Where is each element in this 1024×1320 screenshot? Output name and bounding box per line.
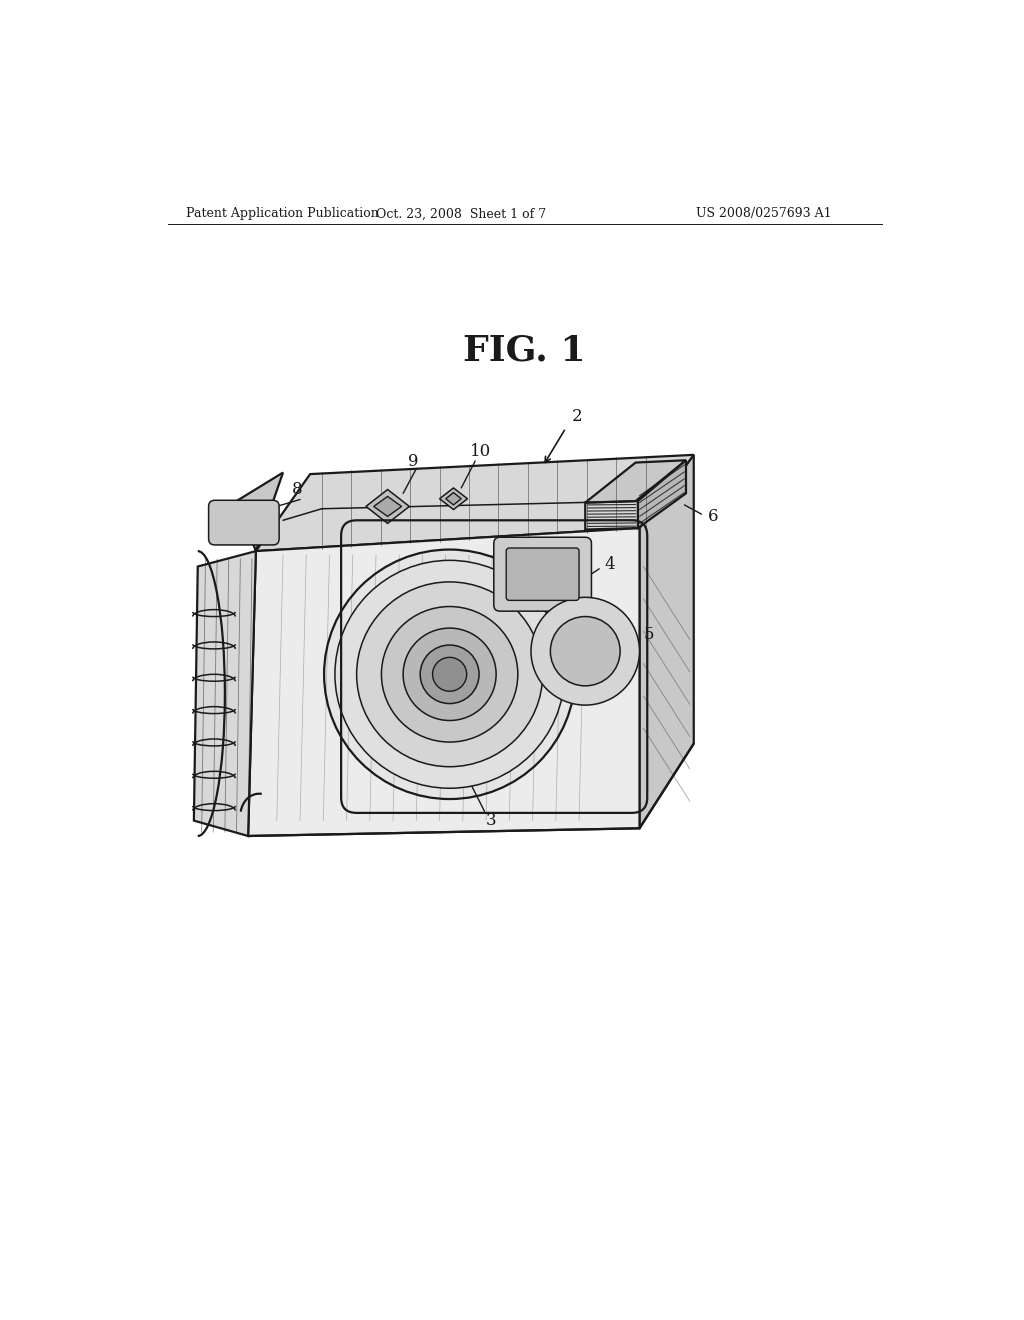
- Circle shape: [324, 549, 575, 799]
- Circle shape: [420, 645, 479, 704]
- Polygon shape: [237, 473, 283, 552]
- Circle shape: [531, 597, 640, 705]
- FancyBboxPatch shape: [506, 548, 579, 601]
- FancyBboxPatch shape: [494, 537, 592, 611]
- Polygon shape: [586, 502, 638, 529]
- Circle shape: [335, 561, 564, 788]
- Text: 10: 10: [470, 442, 492, 459]
- Circle shape: [550, 616, 621, 686]
- Polygon shape: [256, 455, 693, 552]
- Circle shape: [432, 657, 467, 692]
- Polygon shape: [439, 488, 467, 510]
- Text: US 2008/0257693 A1: US 2008/0257693 A1: [695, 207, 831, 220]
- Text: 5: 5: [643, 626, 654, 643]
- FancyBboxPatch shape: [209, 500, 280, 545]
- Text: 6: 6: [708, 508, 719, 525]
- Text: Patent Application Publication: Patent Application Publication: [186, 207, 379, 220]
- Polygon shape: [194, 552, 256, 836]
- Polygon shape: [445, 492, 461, 506]
- Polygon shape: [586, 461, 686, 503]
- Text: 2: 2: [572, 408, 583, 425]
- Text: 8: 8: [292, 480, 302, 498]
- Polygon shape: [366, 490, 410, 524]
- Polygon shape: [640, 455, 693, 829]
- Text: 4: 4: [605, 557, 615, 573]
- Text: 3: 3: [485, 812, 496, 829]
- Text: Oct. 23, 2008  Sheet 1 of 7: Oct. 23, 2008 Sheet 1 of 7: [376, 207, 547, 220]
- Circle shape: [356, 582, 543, 767]
- Text: FIG. 1: FIG. 1: [464, 334, 586, 368]
- Polygon shape: [638, 461, 686, 528]
- Polygon shape: [248, 528, 640, 836]
- Polygon shape: [374, 496, 401, 516]
- Circle shape: [381, 607, 518, 742]
- Circle shape: [403, 628, 496, 721]
- Text: 9: 9: [408, 453, 419, 470]
